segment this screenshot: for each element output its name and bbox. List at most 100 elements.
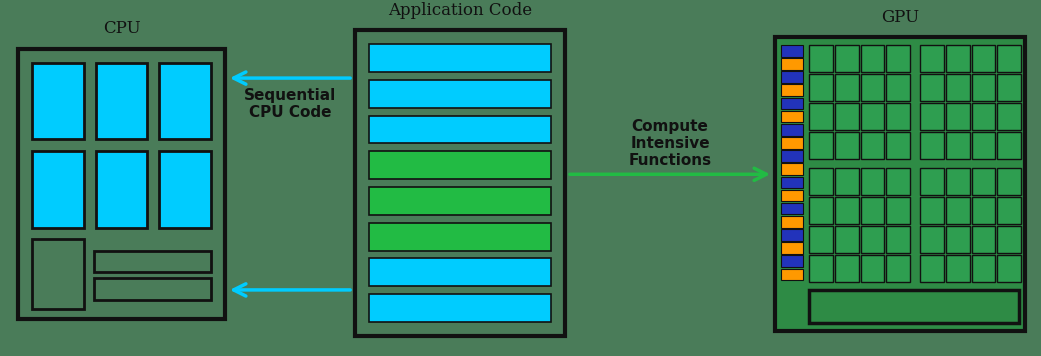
Bar [997,226,1021,253]
Bar [809,168,833,195]
Bar [369,294,551,322]
Bar [781,137,803,149]
Bar [781,111,803,122]
Bar [997,255,1021,282]
Bar [886,74,910,101]
Bar [946,255,969,282]
Bar [886,255,910,282]
Bar [835,255,859,282]
Bar [971,74,995,101]
Bar [920,132,944,159]
Bar [861,132,884,159]
Bar [159,63,211,139]
Bar [861,226,884,253]
Bar [920,103,944,130]
Bar [781,216,803,227]
Bar [32,151,83,228]
Bar [861,197,884,224]
Bar [920,168,944,195]
Bar [971,45,995,72]
Bar [886,226,910,253]
Bar [920,226,944,253]
Bar [369,151,551,179]
Bar [920,255,944,282]
Bar [32,239,84,309]
Bar [946,74,969,101]
Text: CPU: CPU [103,20,141,37]
Text: Sequential
CPU Code: Sequential CPU Code [244,88,336,120]
Bar [781,255,803,267]
Bar [809,290,1019,323]
Bar [971,226,995,253]
Bar [835,168,859,195]
Bar [835,226,859,253]
Bar [781,45,803,57]
Bar [369,80,551,108]
Bar [971,168,995,195]
Bar [835,197,859,224]
Bar [861,103,884,130]
Bar [369,222,551,251]
Bar [781,71,803,83]
Bar [997,168,1021,195]
Text: Compute
Intensive
Functions: Compute Intensive Functions [629,119,712,168]
Bar [920,74,944,101]
Bar [886,168,910,195]
Bar [971,197,995,224]
Bar [159,151,211,228]
Bar [886,132,910,159]
Bar [886,45,910,72]
Text: GPU: GPU [881,9,919,26]
Bar [809,197,833,224]
Bar [369,44,551,72]
Bar [781,242,803,254]
Bar [355,31,565,336]
Bar [946,132,969,159]
Bar [861,74,884,101]
Bar [920,197,944,224]
Bar [781,98,803,109]
Bar [997,103,1021,130]
Bar [861,255,884,282]
Bar [997,132,1021,159]
Bar [861,168,884,195]
Bar [920,45,944,72]
Bar [886,197,910,224]
Bar [861,45,884,72]
Bar [971,132,995,159]
Bar [781,58,803,70]
Bar [781,150,803,162]
Bar [809,132,833,159]
Bar [835,103,859,130]
Bar [809,226,833,253]
Bar [781,229,803,241]
Bar [835,74,859,101]
Bar [32,63,83,139]
Bar [997,197,1021,224]
Bar [809,255,833,282]
Bar [781,268,803,280]
Bar [946,168,969,195]
Bar [94,251,211,272]
Bar [369,258,551,286]
Bar [781,177,803,188]
Bar [781,163,803,175]
Bar [781,190,803,201]
Bar [997,45,1021,72]
Bar [18,49,225,319]
Bar [835,132,859,159]
Bar [96,151,148,228]
Bar [835,45,859,72]
Bar [809,74,833,101]
Bar [886,103,910,130]
Bar [781,124,803,136]
Bar [946,103,969,130]
Bar [971,103,995,130]
Bar [775,37,1025,331]
Bar [946,197,969,224]
Text: Application Code: Application Code [388,2,532,19]
Bar [781,84,803,96]
Bar [369,187,551,215]
Bar [809,45,833,72]
Bar [781,203,803,214]
